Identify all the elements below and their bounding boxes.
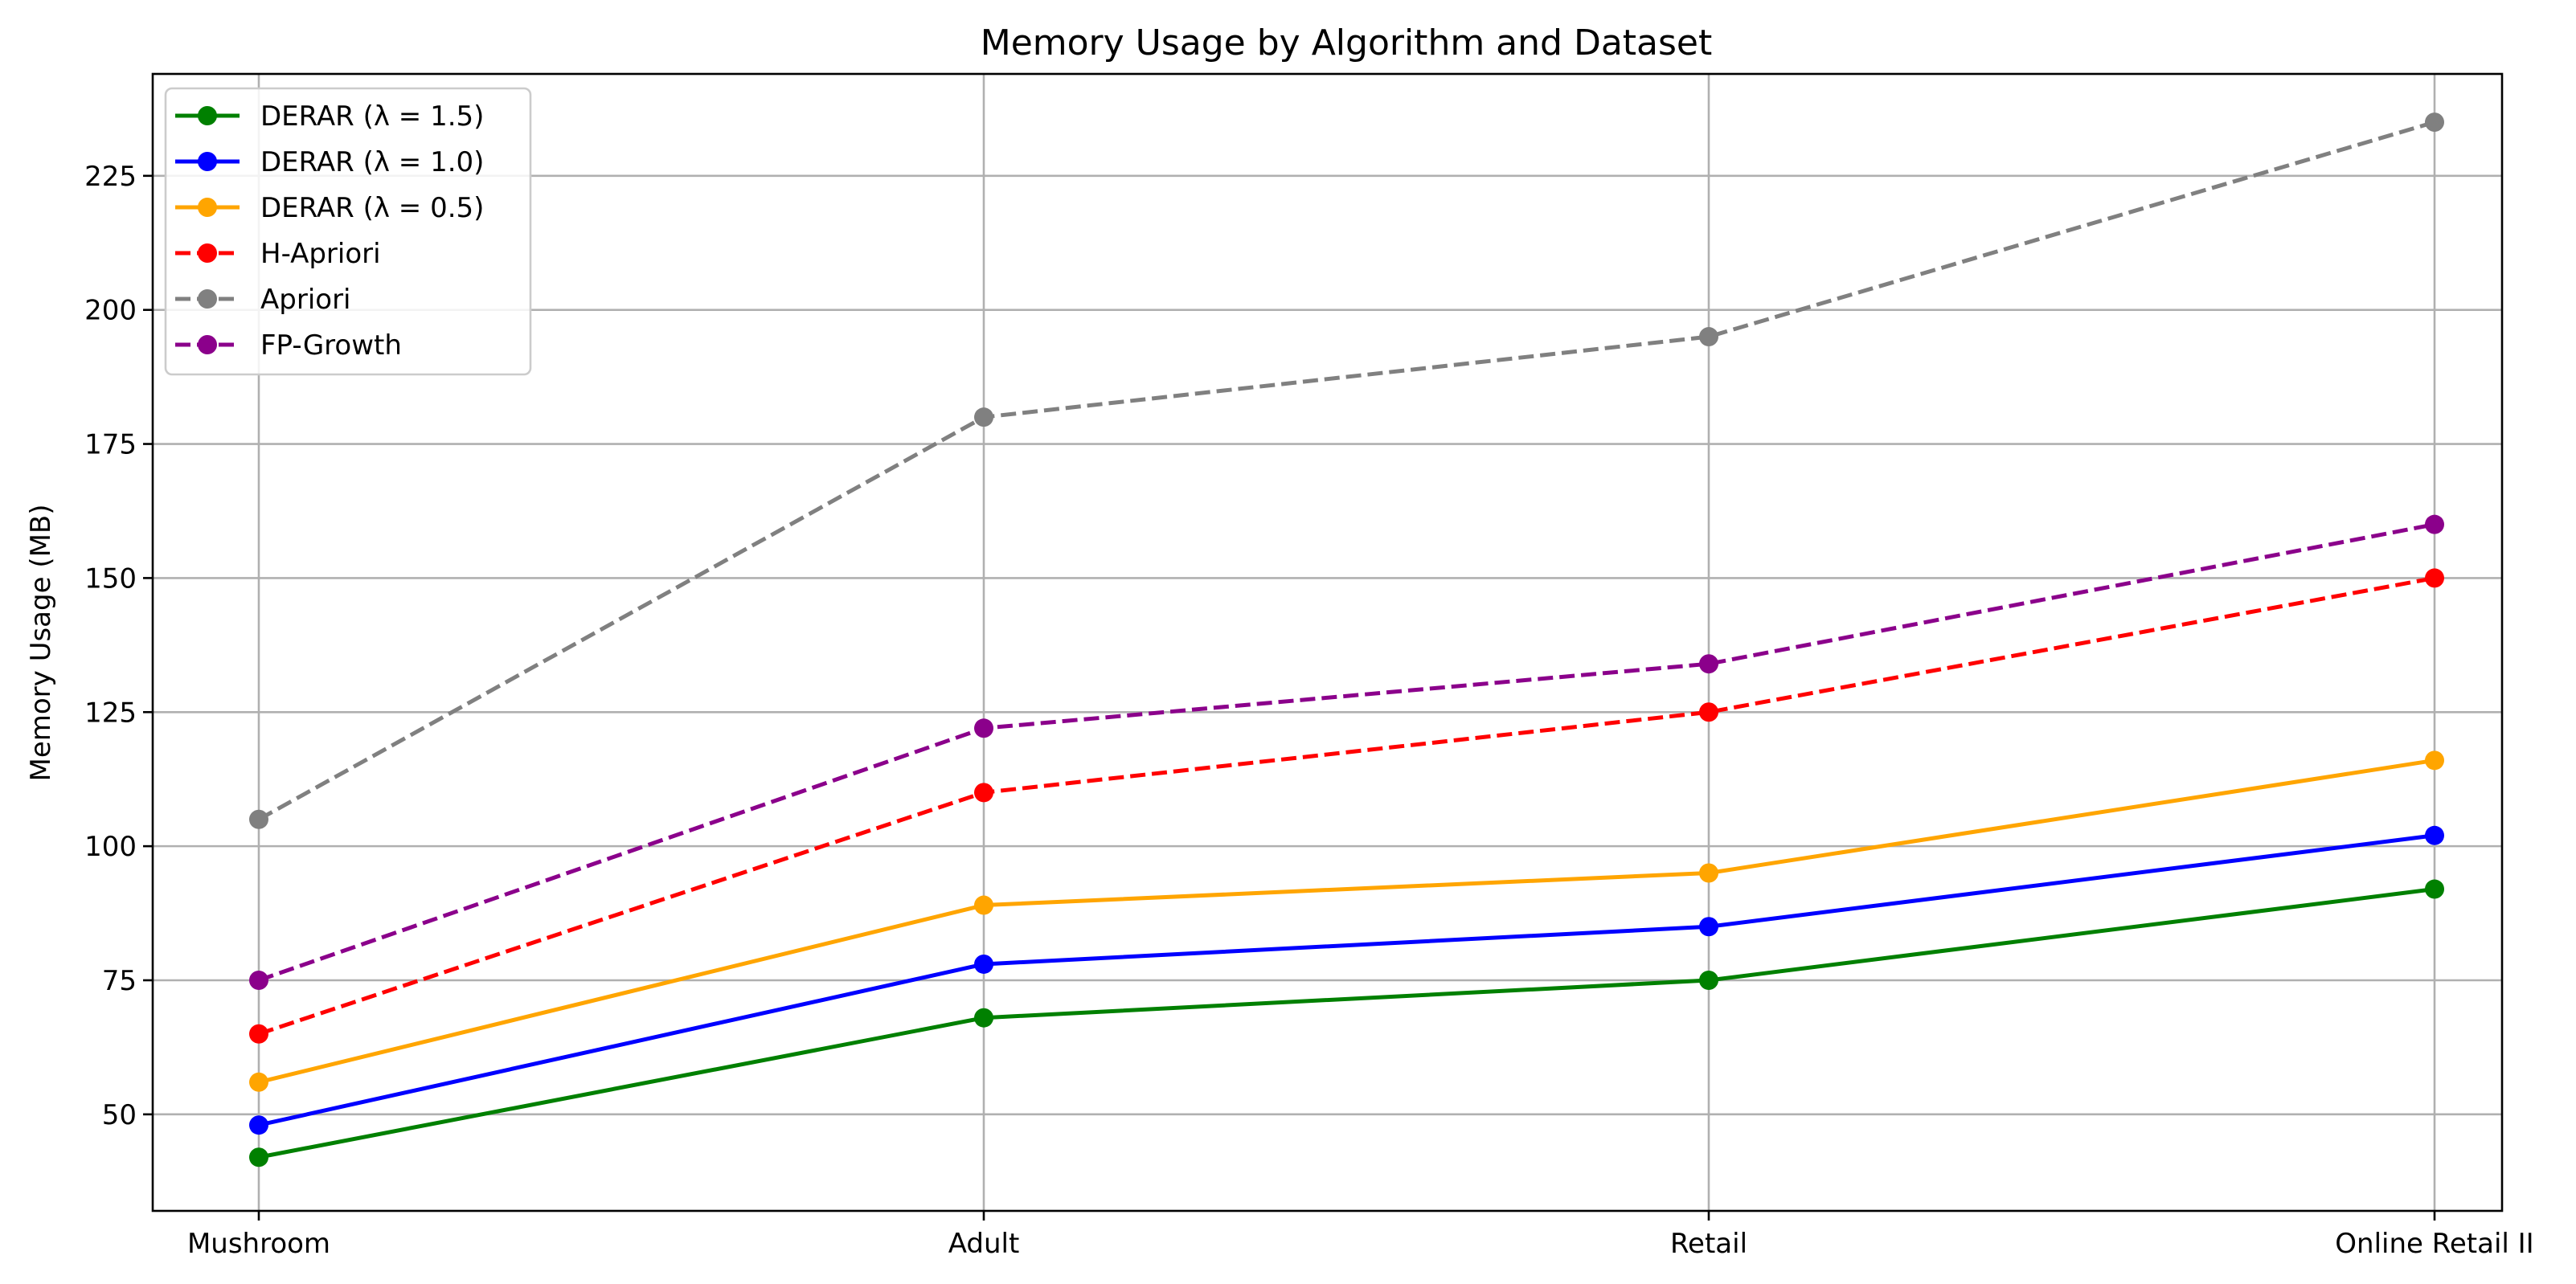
series-line	[257, 120, 2435, 821]
legend-label: Apriori	[260, 284, 351, 316]
legend-box	[164, 87, 532, 376]
y-tick-label: 225	[84, 161, 137, 193]
series	[249, 568, 2444, 1044]
y-tick-label: 175	[84, 429, 137, 461]
data-point	[1699, 654, 1718, 674]
legend-label: DERAR (λ = 0.5)	[260, 192, 484, 224]
legend-entry: DERAR (λ = 0.5)	[175, 192, 484, 224]
grid-lines	[153, 74, 2502, 1211]
data-point	[974, 954, 993, 974]
data-point	[974, 718, 993, 738]
y-axis-label: Memory Usage (MB)	[25, 504, 57, 781]
data-point	[1699, 702, 1718, 722]
series-line	[258, 833, 2435, 1127]
legend-entry: Apriori	[175, 284, 351, 316]
data-point	[974, 1008, 993, 1028]
data-point	[249, 1072, 268, 1092]
series-line	[258, 522, 2435, 983]
x-tick-label: Adult	[948, 1228, 1020, 1260]
x-axis-ticks: Mushroom Adult Retail Online Retail II	[187, 1211, 2534, 1260]
series	[249, 112, 2444, 829]
data-point	[2425, 879, 2444, 899]
legend-entry: DERAR (λ = 1.5)	[175, 100, 484, 133]
y-tick-label: 75	[102, 965, 137, 997]
plot-frame	[151, 72, 2504, 1212]
legend: DERAR (λ = 1.5) DERAR (λ = 1.0) DERAR (λ =…	[164, 87, 532, 376]
y-tick-label: 150	[84, 562, 137, 595]
legend-marker	[198, 289, 217, 309]
legend-marker	[198, 152, 217, 171]
series	[249, 825, 2444, 1135]
series-line	[258, 758, 2435, 1085]
data-point	[974, 783, 993, 803]
data-point	[249, 1147, 268, 1167]
data-point	[974, 895, 993, 915]
legend-entry: DERAR (λ = 1.0)	[175, 146, 484, 178]
data-point	[1699, 917, 1718, 937]
legend-label: FP-Growth	[260, 329, 402, 362]
series	[249, 514, 2444, 990]
series-line	[258, 887, 2435, 1159]
legend-label: DERAR (λ = 1.5)	[260, 100, 484, 133]
series	[249, 879, 2444, 1167]
legend-label: DERAR (λ = 1.0)	[260, 146, 484, 178]
series-line	[258, 575, 2435, 1037]
legend-label: H-Apriori	[260, 238, 381, 270]
data-point	[249, 970, 268, 990]
legend-marker	[198, 106, 217, 125]
x-tick-label: Mushroom	[187, 1228, 330, 1260]
data-point	[2425, 112, 2444, 133]
legend-entry: FP-Growth	[175, 329, 402, 362]
data-point	[249, 1024, 268, 1044]
y-tick-label: 125	[84, 697, 137, 729]
chart-title: Memory Usage by Algorithm and Dataset	[981, 22, 1713, 63]
x-tick-label: Online Retail II	[2335, 1228, 2533, 1260]
y-tick-label: 100	[84, 831, 137, 863]
data-point	[2425, 825, 2444, 845]
data-point	[2425, 568, 2444, 588]
series-layer	[249, 112, 2444, 1167]
data-point	[249, 809, 268, 829]
data-point	[2425, 514, 2444, 534]
legend-marker	[198, 198, 217, 217]
data-point	[249, 1115, 268, 1135]
series	[249, 750, 2444, 1092]
y-axis-ticks: 50 75 100 125 150 175 200 225	[84, 161, 153, 1131]
legend-marker	[198, 335, 217, 354]
y-tick-label: 200	[84, 295, 137, 327]
data-point	[1699, 863, 1718, 883]
y-tick-label: 50	[102, 1099, 137, 1131]
legend-entry: H-Apriori	[175, 238, 381, 270]
legend-marker	[198, 243, 217, 263]
x-tick-label: Retail	[1670, 1228, 1747, 1260]
data-point	[2425, 750, 2444, 771]
data-point	[1699, 970, 1718, 990]
data-point	[1699, 327, 1718, 347]
data-point	[974, 407, 993, 427]
